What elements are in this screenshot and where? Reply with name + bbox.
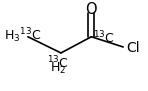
Text: H$_3$$^{13}$C: H$_3$$^{13}$C bbox=[4, 26, 41, 45]
Text: $^{13}$C: $^{13}$C bbox=[47, 55, 69, 72]
Text: H$_2$: H$_2$ bbox=[50, 61, 66, 76]
Text: O: O bbox=[86, 2, 97, 17]
Text: Cl: Cl bbox=[127, 41, 140, 55]
Text: $^{13}$C: $^{13}$C bbox=[93, 29, 115, 46]
